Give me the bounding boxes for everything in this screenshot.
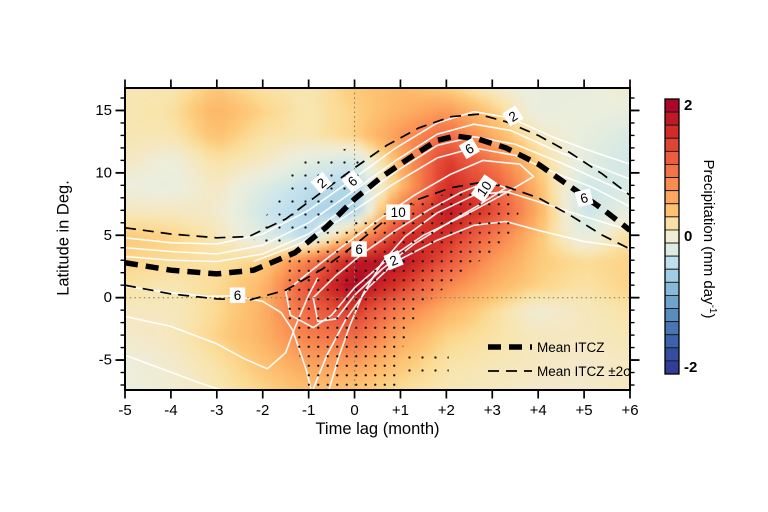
colorbar-segment (664, 268, 680, 283)
contour-label: 2 (310, 171, 333, 194)
colorbar-segment (664, 321, 680, 336)
axes-layer: -5 -4 -3 -2 -1 0 +1 +2 +3 +4 +5 +6 15 10 5 0 -5 (95, 79, 640, 419)
contour-label: 2 (502, 105, 524, 127)
colorbar-segment (664, 334, 680, 349)
colorbar-tick-label: 0 (684, 228, 692, 245)
colorbar-segment (664, 216, 680, 231)
x-tick-label: 0 (350, 402, 358, 419)
x-tick-label: +5 (576, 402, 593, 419)
itcz-mean-line (125, 133, 630, 277)
contour-line-4 (125, 123, 630, 255)
contour-label: 6 (574, 188, 594, 208)
plot-frame (124, 87, 631, 391)
svg-text:10: 10 (474, 178, 495, 199)
reference-lines (125, 88, 630, 390)
colorbar-segment (664, 255, 680, 270)
colorbar-tick-label: -2 (684, 359, 697, 376)
contour-line-2 (125, 110, 630, 245)
x-tick-label: -2 (256, 402, 269, 419)
colorbar-segment (664, 164, 680, 179)
y-tick-label: 10 (95, 164, 112, 181)
colorbar-title-sup: -1 (707, 304, 718, 314)
contour-label: 2 (383, 250, 404, 271)
stipple-region-2 (402, 346, 449, 379)
y-tick-label: 0 (104, 289, 112, 306)
legend (488, 344, 532, 372)
colorbar-segment (664, 98, 680, 113)
colorbar-segment (664, 111, 680, 126)
contour-line-8 (253, 147, 630, 263)
x-tick-label: -4 (164, 402, 177, 419)
stipple-layer (252, 146, 520, 388)
contour-label: 10 (386, 204, 411, 220)
colorbar-segment (664, 347, 680, 362)
contour-label: 6 (458, 137, 480, 160)
x-tick-label: +2 (438, 402, 455, 419)
colorbar-segment (664, 137, 680, 152)
contour-label: 6 (351, 241, 367, 257)
contour-label: 10 (470, 174, 498, 203)
y-axis-title: Latitude in Deg. (54, 180, 73, 296)
colorbar-segment (664, 229, 680, 244)
svg-text:6: 6 (579, 190, 590, 206)
x-tick-label: +1 (392, 402, 409, 419)
svg-text:6: 6 (234, 288, 242, 303)
x-tick-label: -1 (302, 402, 315, 419)
colorbar-title: Precipitation (mm day-1) (700, 160, 718, 319)
contour-line-2 (125, 354, 222, 390)
colorbar-segment (664, 308, 680, 323)
svg-text:6: 6 (355, 242, 363, 257)
y-tick-label: 5 (104, 227, 112, 244)
colorbar-tick-label: 2 (684, 97, 692, 114)
colorbar-title-close: ) (700, 313, 717, 319)
contour-label: 6 (341, 170, 364, 192)
colorbar-segment (664, 190, 680, 205)
x-tick-label: +6 (621, 402, 638, 419)
stipple-region-1 (288, 182, 520, 388)
colorbar-segment (664, 150, 680, 165)
x-tick-label: +4 (530, 402, 547, 419)
colorbar: 2 0 -2 (664, 97, 697, 376)
legend-label-mean-itcz: Mean ITCZ (537, 340, 605, 355)
x-tick-label: -3 (210, 402, 223, 419)
x-tick-label: -5 (118, 402, 131, 419)
x-tick-label: +3 (484, 402, 501, 419)
colorbar-segment (664, 177, 680, 192)
colorbar-segment (664, 281, 680, 296)
y-tick-label: -5 (99, 352, 112, 369)
itcz-plus2sigma-line (125, 113, 630, 239)
colorbar-segment (664, 294, 680, 309)
colorbar-segment (664, 242, 680, 257)
plot-layers (125, 88, 630, 390)
x-axis-title: Time lag (month) (315, 420, 440, 438)
colorbar-frame (664, 98, 680, 375)
stipple-region-0 (252, 146, 369, 253)
contour-line-6 (125, 135, 630, 263)
colorbar-title-main: Precipitation (mm day (700, 159, 717, 305)
colorbar-segment (664, 360, 680, 375)
legend-label-mean-itcz-2sigma: Mean ITCZ ±2σ (537, 364, 632, 379)
y-tick-label: 15 (95, 102, 112, 119)
colorbar-segment (664, 203, 680, 218)
svg-text:10: 10 (391, 205, 406, 220)
colorbar-segment (664, 124, 680, 139)
contour-label: 6 (229, 287, 246, 303)
